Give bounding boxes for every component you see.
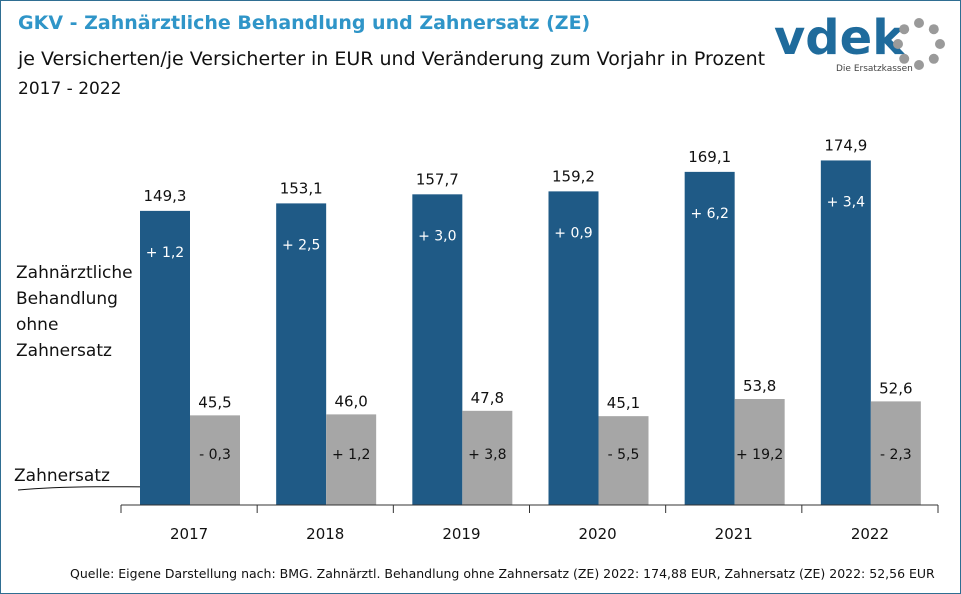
bar-behandlung (276, 203, 327, 505)
bar-behandlung (820, 160, 871, 505)
value-label-zahnersatz: 46,0 (334, 392, 367, 410)
x-tick-label: 2021 (715, 525, 753, 543)
change-label-zahnersatz: + 3,8 (468, 447, 506, 463)
value-label-zahnersatz: 47,8 (471, 389, 504, 407)
logo-wordmark: vdek (774, 10, 905, 66)
legend-blue-line: ohne (16, 315, 59, 335)
value-label-behandlung: 159,2 (552, 167, 595, 185)
bar-behandlung (684, 171, 735, 506)
x-tick-label: 2017 (170, 525, 208, 543)
value-label-behandlung: 174,9 (824, 136, 867, 154)
x-tick-label: 2019 (442, 525, 480, 543)
value-label-zahnersatz: 45,1 (607, 394, 640, 412)
bar-behandlung (140, 210, 190, 505)
change-label-zahnersatz: + 19,2 (736, 447, 783, 463)
value-label-zahnersatz: 52,6 (879, 379, 912, 397)
legend-gray-series: Zahnersatz (14, 466, 110, 486)
legend-blue-line: Behandlung (16, 289, 118, 309)
change-label-behandlung: + 3,4 (827, 194, 866, 210)
change-label-behandlung: + 6,2 (690, 206, 728, 222)
value-label-behandlung: 153,1 (280, 179, 323, 197)
value-label-zahnersatz: 45,5 (198, 393, 231, 411)
x-tick-label: 2022 (851, 525, 889, 543)
bar-zahnersatz (598, 416, 649, 505)
chart-period: 2017 - 2022 (18, 79, 122, 99)
chart-title: GKV - Zahnärztliche Behandlung und Zahne… (18, 12, 591, 34)
legend-blue-series: Zahnärztliche Behandlung ohne Zahnersatz (16, 260, 133, 364)
value-label-behandlung: 149,3 (144, 187, 187, 205)
bar-zahnersatz (734, 399, 785, 505)
change-label-behandlung: + 1,2 (146, 245, 184, 261)
dotted-circle-logo-icon (893, 18, 945, 70)
change-label-zahnersatz: - 5,5 (608, 447, 640, 463)
legend-blue-line: Zahnersatz (16, 341, 112, 361)
value-label-behandlung: 157,7 (416, 170, 459, 188)
change-label-behandlung: + 0,9 (554, 225, 592, 241)
change-label-zahnersatz: - 0,3 (199, 447, 231, 463)
bar-zahnersatz (190, 415, 240, 505)
bar-zahnersatz (326, 414, 377, 505)
chart-subtitle: je Versicherten/je Versicherter in EUR u… (18, 48, 766, 70)
value-label-behandlung: 169,1 (688, 148, 731, 166)
change-label-zahnersatz: - 2,3 (880, 447, 912, 463)
change-label-behandlung: + 3,0 (418, 228, 456, 244)
legend-blue-line: Zahnärztliche (16, 263, 133, 283)
change-label-behandlung: + 2,5 (282, 237, 320, 253)
x-tick-label: 2020 (578, 525, 616, 543)
bar-zahnersatz (462, 410, 513, 505)
bar-behandlung (412, 194, 463, 505)
bar-behandlung (548, 191, 599, 505)
x-tick-label: 2018 (306, 525, 344, 543)
logo-tagline: Die Ersatzkassen (836, 64, 913, 74)
source-note: Quelle: Eigene Darstellung nach: BMG. Za… (70, 566, 935, 581)
change-label-zahnersatz: + 1,2 (332, 447, 370, 463)
bar-zahnersatz (870, 401, 921, 505)
value-label-zahnersatz: 53,8 (743, 377, 776, 395)
